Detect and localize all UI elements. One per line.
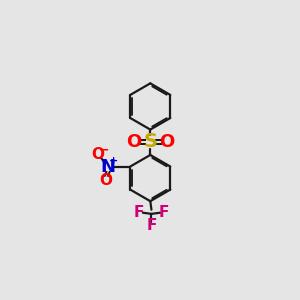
Text: O: O [92,148,104,163]
Text: N: N [101,158,116,175]
Text: O: O [100,173,112,188]
Text: F: F [134,205,144,220]
Text: O: O [126,133,141,151]
Text: +: + [109,156,118,166]
Text: −: − [99,144,110,157]
Text: F: F [159,205,169,220]
Text: F: F [146,218,157,233]
Text: S: S [143,132,157,151]
Text: O: O [159,133,175,151]
